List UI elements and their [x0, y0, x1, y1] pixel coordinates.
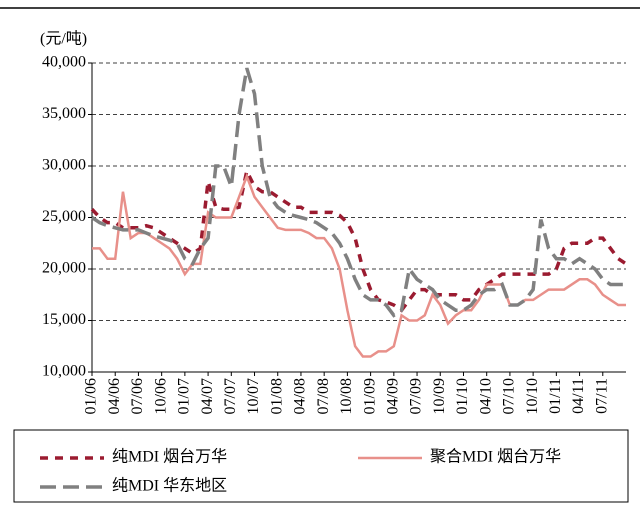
legend-label: 纯MDI 华东地区 [112, 477, 227, 495]
y-tick-label: 40,000 [42, 54, 86, 71]
y-axis-label: (元/吨) [40, 30, 87, 48]
y-tick-label: 35,000 [42, 105, 86, 122]
series-line [91, 67, 626, 318]
x-tick-label: 01/07 [176, 378, 193, 414]
series-line [92, 172, 626, 358]
x-tick-label: 10/09 [431, 378, 448, 414]
x-tick-label: 01/11 [547, 378, 564, 414]
x-tick-label: 10/10 [524, 378, 541, 414]
x-tick-label: 04/10 [477, 378, 494, 414]
x-tick-label: 10/07 [245, 378, 262, 414]
legend-label: 聚合MDI 烟台万华 [430, 448, 561, 466]
x-tick-label: 04/06 [106, 378, 123, 414]
x-tick-label: 07/06 [129, 378, 146, 414]
x-tick-label: 04/07 [199, 378, 216, 414]
y-tick-label: 10,000 [42, 363, 86, 380]
legend-box [13, 429, 629, 503]
x-tick-label: 01/06 [83, 378, 100, 414]
x-tick-label: 10/08 [338, 378, 355, 414]
x-tick-label: 07/10 [501, 378, 518, 414]
x-tick-label: 07/07 [222, 378, 239, 414]
x-tick-label: 01/10 [454, 378, 471, 414]
x-tick-label: 04/08 [292, 378, 309, 414]
x-tick-label: 07/08 [315, 378, 332, 414]
x-tick-label: 07/11 [593, 378, 610, 414]
y-tick-label: 15,000 [42, 311, 86, 328]
y-tick-label: 20,000 [42, 260, 86, 277]
y-tick-label: 30,000 [42, 157, 86, 174]
legend-label: 纯MDI 烟台万华 [112, 448, 227, 466]
x-tick-label: 04/09 [384, 378, 401, 414]
x-tick-label: 07/09 [408, 378, 425, 414]
x-tick-label: 01/08 [268, 378, 285, 414]
x-tick-label: 01/09 [361, 378, 378, 414]
x-tick-label: 04/11 [570, 378, 587, 414]
x-tick-label: 10/06 [152, 378, 169, 414]
y-tick-label: 25,000 [42, 208, 86, 225]
